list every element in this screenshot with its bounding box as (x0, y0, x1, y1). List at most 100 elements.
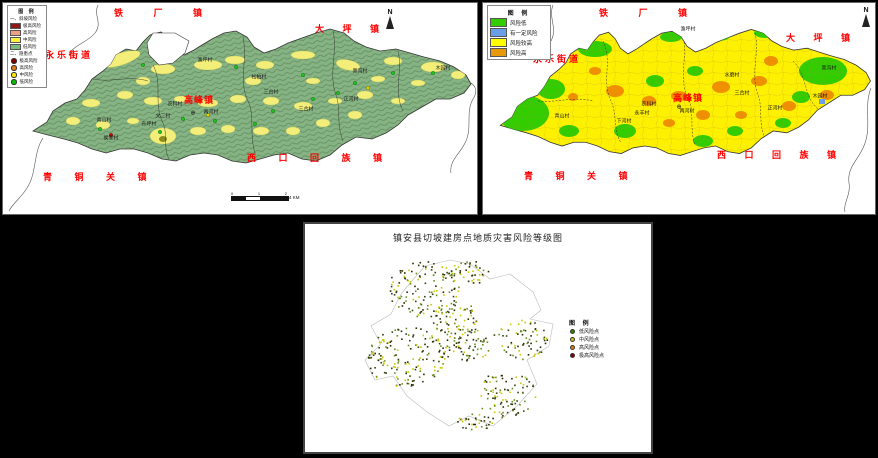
legend-swatch (11, 58, 17, 64)
legend-label: 低风险点 (579, 329, 600, 335)
village-label: 黑沟村 (352, 68, 368, 75)
village-label: 黑沟村 (821, 65, 837, 72)
legend-swatch (570, 353, 575, 358)
village-label: 三合村 (298, 106, 314, 113)
village-label: 正河村 (767, 105, 783, 112)
legend-row: 中风险 (10, 37, 44, 43)
town-label: 大 坪 镇 (315, 24, 388, 34)
north-arrow-icon (386, 16, 394, 29)
village-label: 青山村 (96, 117, 112, 124)
legend-label: 中风险 (23, 37, 37, 42)
scale-ticks: 0 1 2 (231, 191, 287, 196)
map3-legend-title: 图 例 (569, 321, 592, 327)
legend-row: 高风险 (10, 30, 44, 36)
town-label: 西 口 回 族 镇 (717, 150, 845, 160)
boundary-notch (146, 32, 190, 66)
dark-patch (159, 136, 167, 142)
legend-row: 极高风险 (10, 58, 44, 64)
map2-legend: 图 例 风险低有一定风险风险较高风险高 (487, 5, 551, 60)
village-label: 正河村 (343, 96, 359, 103)
village-label: 青山村 (554, 113, 570, 120)
scale-tick: 0 (231, 191, 234, 196)
village-label: 文二村 (155, 113, 171, 120)
map1-legend: 图 例 一、斜坡风险 极高风险 高风险 中风险 低风险 二、隐患点 极高风险 高风险 中风… (7, 5, 47, 88)
legend-label: 高风险 (19, 65, 34, 70)
legend-label: 极高风险 (23, 23, 41, 28)
legend-label: 高风险点 (579, 345, 600, 351)
township-boundaries (537, 32, 819, 146)
village-label: 松柏村 (251, 74, 267, 81)
village-label: 三台村 (263, 89, 279, 96)
legend-label: 低风险 (23, 44, 37, 49)
town-label: 青 铜 关 镇 (43, 172, 157, 182)
legend-label: 风险高 (510, 50, 527, 57)
town-seat-symbol: ⊕ (676, 104, 682, 111)
legend-label: 中风险 (19, 72, 34, 77)
village-label: 农科村 (641, 101, 657, 108)
legend-swatch (10, 37, 21, 43)
slope-risk-map-panel: 图 例 一、斜坡风险 极高风险 高风险 中风险 低风险 二、隐患点 极高风险 高风险 中风… (2, 2, 478, 215)
legend-swatch (490, 38, 507, 47)
scale-tick: 1 (257, 191, 261, 196)
risk-zoning-map-graphic (499, 4, 872, 213)
village-label: 渔坪村 (680, 26, 696, 33)
north-label: N (863, 7, 869, 14)
village-label: 升坪村 (141, 121, 157, 128)
map3-legend: 图 例 低风险点 中风险点高风险点极高风险点 (567, 316, 633, 361)
legend-swatch (490, 48, 507, 57)
legend-swatch (570, 329, 575, 334)
village-label: 侯家村 (103, 135, 119, 142)
map3-title: 镇安县切坡建房点地质灾害风险等级图 (392, 233, 563, 243)
village-label: 木园村 (435, 65, 451, 72)
village-label: 两河村 (679, 108, 695, 115)
map2-legend-title: 图 例 (507, 11, 531, 17)
interior-boundaries (92, 30, 404, 160)
legend-label: 风险低 (510, 20, 527, 27)
legend-swatch (10, 30, 21, 36)
legend-row: 中风险点 (569, 336, 631, 343)
legend-row: 高风险点 (569, 344, 631, 351)
north-arrow: N (859, 7, 873, 27)
map2-legend-items: 风险低有一定风险风险较高风险高 (490, 18, 548, 57)
town-label: 永乐街道 (45, 50, 94, 60)
town-label: 西 口 回 族 镇 (247, 153, 393, 163)
legend-swatch (490, 18, 507, 27)
legend-swatch (570, 337, 575, 342)
legend-swatch (11, 72, 17, 78)
north-arrow: N (383, 9, 397, 29)
legend-row: 中风险 (10, 72, 44, 78)
legend-label: 极高风险点 (579, 353, 605, 359)
town-label: 青 铜 关 镇 (524, 171, 638, 181)
village-label: 两河村 (203, 109, 219, 116)
legend-label: 有一定风险 (510, 30, 538, 37)
legend-swatch (10, 44, 21, 50)
scale-bar-graphic (231, 196, 289, 201)
map1-legend-points: 极高风险 高风险中风险低风险 (10, 58, 44, 85)
legend-row: 低风险点 (569, 328, 631, 335)
hazard-point-dots (98, 63, 435, 137)
slope-risk-map-graphic (8, 4, 477, 212)
village-label: 下河村 (616, 118, 632, 125)
legend-row: 极高风险 (10, 23, 44, 29)
legend-row: 风险高 (490, 48, 548, 57)
map1-legend-section2: 二、隐患点 (10, 51, 33, 56)
scale-unit: 4 KM (289, 195, 300, 200)
legend-row: 风险较高 (490, 38, 548, 47)
map3-legend-items: 低风险点 中风险点高风险点极高风险点 (569, 328, 631, 359)
town-seat-symbol: ⊕ (190, 110, 196, 117)
town-label: 大 坪 镇 (786, 33, 859, 43)
legend-swatch (11, 79, 17, 85)
town-label: 铁 厂 镇 (114, 8, 217, 18)
legend-swatch (11, 65, 17, 71)
north-label: N (387, 9, 393, 16)
scale-bar: 0 1 2 4 KM (231, 191, 301, 201)
legend-label: 低风险 (19, 79, 34, 84)
legend-swatch (490, 28, 507, 37)
hazard-point-distribution-map-panel: 镇安县切坡建房点地质灾害风险等级图 图 例 低风险点 中风险点高风险点极高风险点 (303, 222, 653, 454)
village-label: 三合村 (734, 90, 750, 97)
county-outline (364, 259, 554, 427)
boundary-lines (8, 4, 477, 212)
hazard-distribution-graphic (364, 259, 554, 431)
legend-label: 风险较高 (510, 40, 533, 47)
boundary-lines (550, 4, 872, 213)
